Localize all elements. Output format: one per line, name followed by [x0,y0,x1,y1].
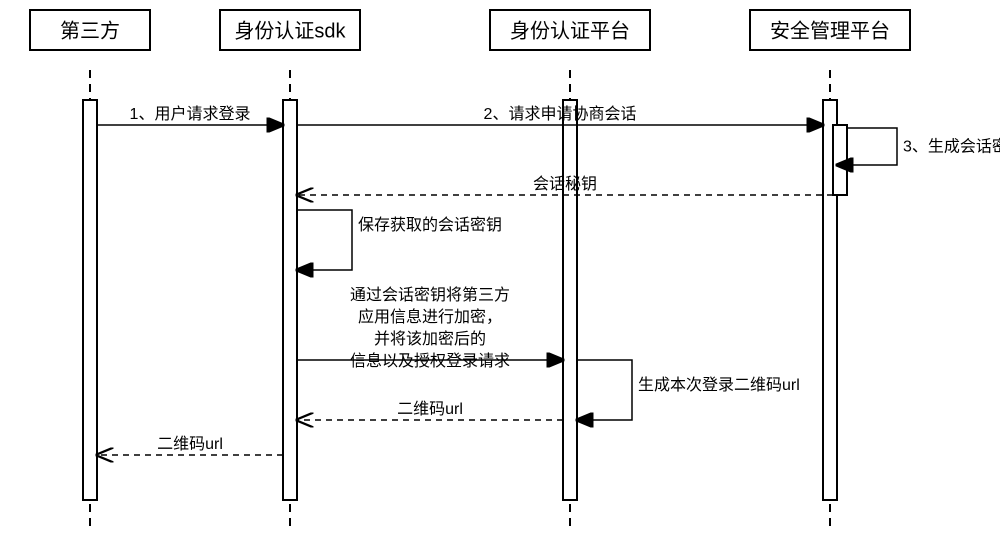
message-label-m2: 2、请求申请协商会话 [484,105,637,123]
self-message-label-s5: 保存获取的会话密钥 [358,216,502,234]
self-message-label-s62: 生成本次登录二维码url [638,376,800,394]
self-message-s5 [297,210,352,270]
note-n1-line-1: 应用信息进行加密， [358,307,502,326]
participant-label-p2: 身份认证sdk [234,19,346,42]
activation-p3 [563,100,577,500]
activation-p4 [833,125,847,195]
participant-label-p1: 第三方 [60,19,120,42]
note-n1-line-2: 并将该加密后的 [374,330,486,348]
message-label-m7: 二维码url [397,400,463,418]
message-label-m1: 1、用户请求登录 [130,105,251,123]
message-label-m4: 会话秘钥 [533,175,597,193]
activation-p2 [283,100,297,500]
participant-label-p3: 身份认证平台 [510,19,630,42]
activation-p1 [83,100,97,500]
participant-label-p4: 安全管理平台 [770,19,890,42]
self-message-s62 [577,360,632,420]
message-label-m8: 二维码url [157,435,223,453]
note-n1-line-3: 信息以及授权登录请求 [350,352,510,370]
self-message-label-s3: 3、生成会话密钥 [903,138,1000,156]
note-n1-line-0: 通过会话密钥将第三方 [350,286,510,304]
